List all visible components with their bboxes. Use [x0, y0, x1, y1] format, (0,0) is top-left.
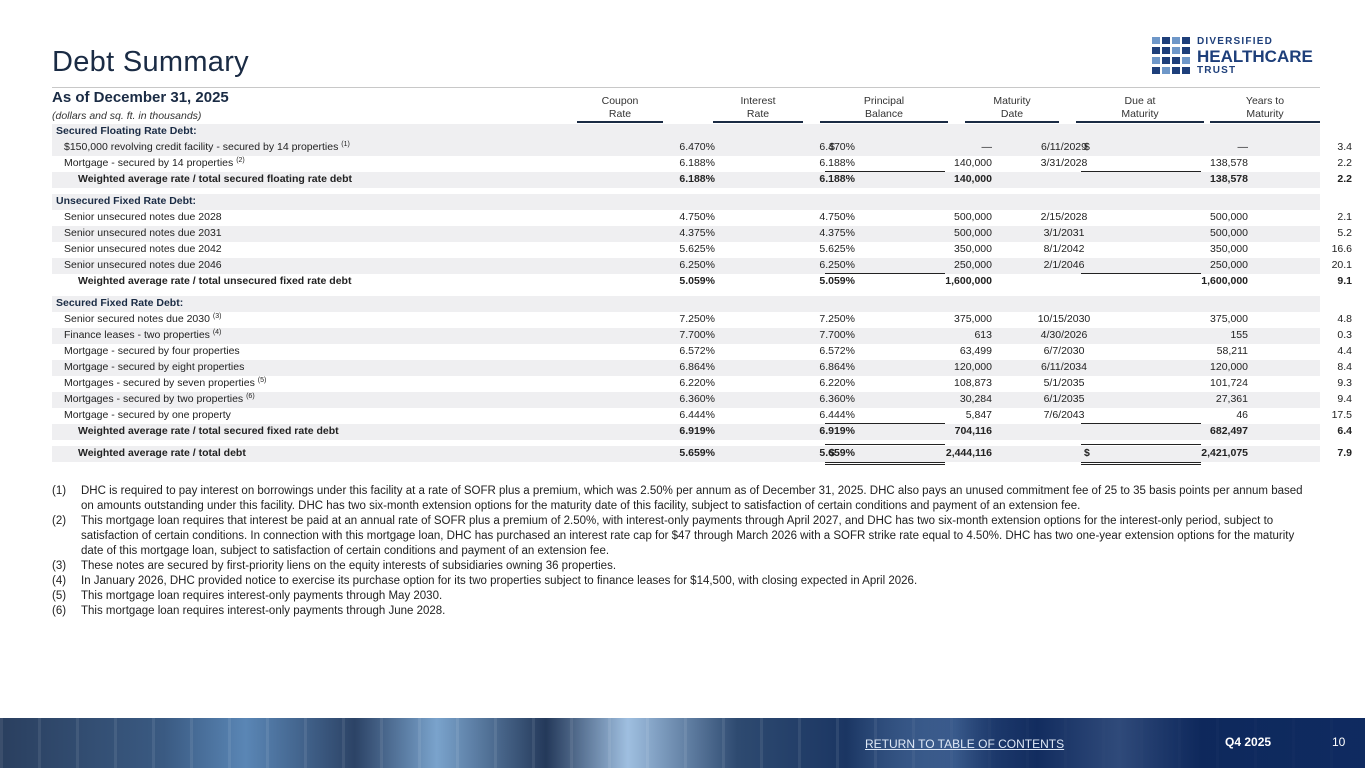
subtotal-rule — [1081, 423, 1201, 424]
table-row-grand-total: Weighted average rate / total debt 5.659… — [52, 446, 1352, 462]
subtotal-rule — [825, 171, 945, 172]
return-to-toc-link[interactable]: RETURN TO TABLE OF CONTENTS — [865, 737, 1065, 751]
table-row-subtotal: Weighted average rate / total secured fl… — [52, 172, 1352, 188]
table-row: Mortgage - secured by four properties 6.… — [64, 345, 1352, 357]
double-total-rule — [825, 462, 945, 463]
logo-grid-icon — [1152, 37, 1190, 74]
footer-banner — [0, 718, 1365, 768]
table-row: Mortgages - secured by seven properties … — [64, 377, 1352, 389]
col-header-years-to-maturity: Years to Maturity — [1245, 95, 1285, 120]
subtotal-rule — [825, 423, 945, 424]
logo-line-3: TRUST — [1197, 65, 1237, 76]
footnotes: (1) DHC is required to pay interest on bo… — [52, 484, 1312, 619]
double-total-rule — [825, 464, 945, 465]
double-total-rule — [1081, 462, 1201, 463]
table-row-subtotal: Weighted average rate / total secured fi… — [52, 424, 1352, 440]
table-row: Senior unsecured notes due 2042 5.625% 5… — [64, 243, 1352, 255]
col-header-coupon-rate: Coupon Rate — [601, 95, 639, 120]
header-underline — [965, 121, 1059, 123]
logo-line-2: HEALTHCARE — [1197, 47, 1313, 66]
total-rule — [825, 444, 945, 445]
section-unsecured-fixed: Unsecured Fixed Rate Debt: — [52, 194, 1320, 210]
logo-line-1: DIVERSIFIED — [1197, 36, 1273, 47]
company-logo: DIVERSIFIED HEALTHCARE TRUST — [1152, 37, 1322, 77]
col-header-maturity-date: Maturity Date — [993, 95, 1031, 120]
table-row: Mortgage - secured by one property 6.444… — [64, 409, 1352, 421]
header-underline — [577, 121, 663, 123]
header-underline — [1210, 121, 1320, 123]
total-rule — [1081, 444, 1201, 445]
footnote-5: (5) This mortgage loan requires interest-… — [52, 590, 443, 602]
col-header-principal-balance: Principal Balance — [863, 95, 905, 120]
header-underline — [713, 121, 803, 123]
header-underline — [820, 121, 948, 123]
double-total-rule — [1081, 464, 1201, 465]
col-header-interest-rate: Interest Rate — [740, 95, 776, 120]
footnote-6: (6) This mortgage loan requires interest-… — [52, 605, 446, 617]
table-row: Mortgages - secured by two properties (6… — [52, 392, 1352, 408]
units-note: (dollars and sq. ft. in thousands) — [52, 110, 202, 122]
table-row: Finance leases - two properties (4) 7.70… — [52, 328, 1352, 344]
table-row-subtotal: Weighted average rate / total unsecured … — [78, 275, 1352, 287]
table-row: Senior unsecured notes due 2028 4.750% 4… — [64, 211, 1352, 223]
table-row: Senior unsecured notes due 2046 6.250% 6… — [52, 258, 1352, 274]
table-row: Senior unsecured notes due 2031 4.375% 4… — [52, 226, 1352, 242]
footnote-2: (2) This mortgage loan requires that inte… — [52, 515, 1295, 557]
as-of-date: As of December 31, 2025 — [52, 89, 229, 106]
subtotal-rule — [1081, 171, 1201, 172]
table-row: Mortgage - secured by eight properties 6… — [52, 360, 1352, 376]
subtotal-rule — [825, 273, 945, 274]
section-secured-fixed: Secured Fixed Rate Debt: — [52, 296, 1320, 312]
footnote-3: (3) These notes are secured by first-prio… — [52, 560, 617, 572]
footnote-4: (4) In January 2026, DHC provided notice … — [52, 575, 918, 587]
subtotal-rule — [1081, 273, 1201, 274]
header-underline — [1076, 121, 1204, 123]
col-header-due-at-maturity: Due at Maturity — [1121, 95, 1159, 120]
table-row: $150,000 revolving credit facility - sec… — [52, 140, 1352, 156]
footnote-1: (1) DHC is required to pay interest on bo… — [52, 485, 1303, 512]
table-row: Senior secured notes due 2030 (3) 7.250%… — [64, 313, 1352, 325]
page-number: 10 — [1332, 735, 1346, 749]
page-title: Debt Summary — [52, 46, 249, 78]
table-row: Mortgage - secured by 14 properties (2) … — [64, 157, 1352, 169]
section-secured-floating: Secured Floating Rate Debt: — [52, 124, 1320, 140]
quarter-label: Q4 2025 — [1225, 735, 1272, 749]
title-divider — [52, 87, 1320, 88]
